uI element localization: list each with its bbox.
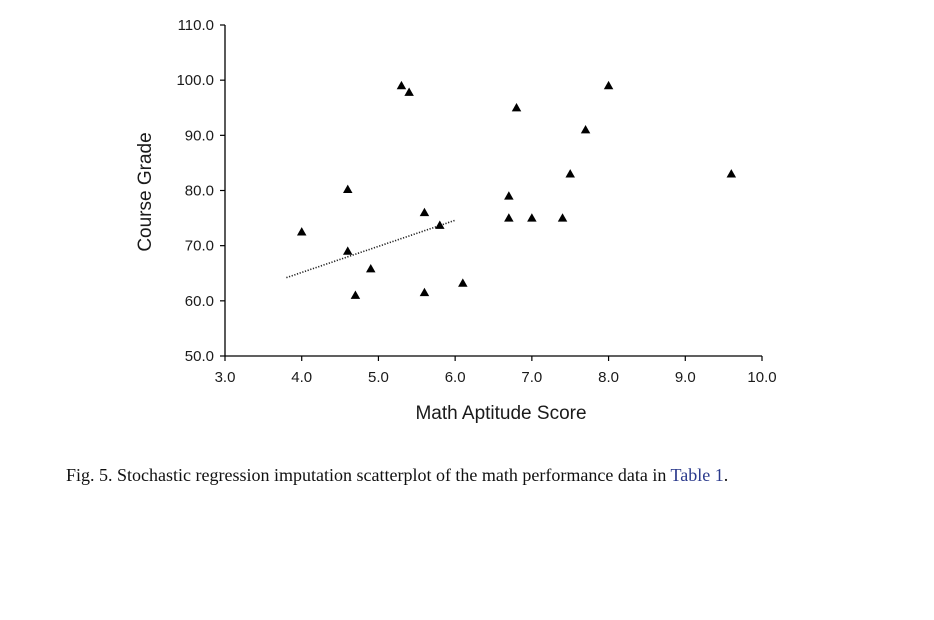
data-point-triangle: [504, 191, 514, 200]
figure-caption: Fig. 5. Stochastic regression imputation…: [66, 465, 728, 486]
x-tick-label: 4.0: [291, 369, 312, 386]
data-point-triangle: [565, 169, 575, 178]
data-point-triangle: [557, 213, 568, 222]
data-point-triangle: [350, 290, 361, 299]
data-points: [296, 80, 737, 299]
caption-end: .: [723, 465, 729, 485]
data-point-triangle: [726, 169, 737, 178]
y-tick-label: 100.0: [176, 72, 214, 89]
data-point-triangle: [511, 102, 522, 112]
data-point-triangle: [366, 264, 376, 273]
scatter-chart: 3.0 4.0 5.0 6.0 7.0 8.0 9.0 10.0 50.0 60.0 70.0 80…: [135, 17, 777, 424]
data-point-triangle: [404, 87, 414, 96]
data-point-triangle: [419, 287, 430, 297]
data-point-triangle: [580, 125, 591, 134]
data-point-triangle: [419, 207, 430, 217]
data-point-triangle: [527, 213, 537, 222]
x-axis-title: Math Aptitude Score: [415, 403, 586, 424]
x-tick-label: 6.0: [445, 369, 466, 386]
data-point-triangle: [458, 278, 468, 287]
data-point-triangle: [435, 220, 445, 229]
x-tick-label: 8.0: [598, 369, 619, 386]
x-tick-label: 7.0: [521, 369, 542, 386]
data-point-triangle: [504, 213, 514, 222]
data-point-triangle: [603, 80, 614, 90]
data-point-triangle: [296, 227, 307, 236]
data-point-triangle: [342, 246, 353, 255]
y-tick-label: 70.0: [185, 238, 214, 255]
y-axis-ticks: 50.0 60.0 70.0 80.0 90.0 100.0 110.0: [176, 17, 225, 365]
y-tick-label: 50.0: [185, 348, 214, 365]
axes: [224, 25, 762, 357]
y-tick-label: 90.0: [185, 127, 214, 144]
x-tick-label: 3.0: [215, 369, 236, 386]
data-point-triangle: [396, 80, 407, 90]
y-axis-title: Course Grade: [135, 132, 156, 251]
x-tick-label: 9.0: [675, 369, 696, 386]
caption-text: Fig. 5. Stochastic regression imputation…: [66, 465, 671, 485]
y-tick-label: 110.0: [178, 17, 214, 34]
x-tick-label: 10.0: [747, 369, 776, 386]
y-tick-label: 60.0: [185, 293, 214, 310]
x-axis-ticks: 3.0 4.0 5.0 6.0 7.0 8.0 9.0 10.0: [215, 356, 777, 386]
data-point-triangle: [342, 184, 353, 193]
y-tick-label: 80.0: [185, 183, 214, 200]
x-tick-label: 5.0: [368, 369, 389, 386]
table-link[interactable]: Table 1: [670, 465, 724, 485]
regression-line: [286, 219, 456, 279]
